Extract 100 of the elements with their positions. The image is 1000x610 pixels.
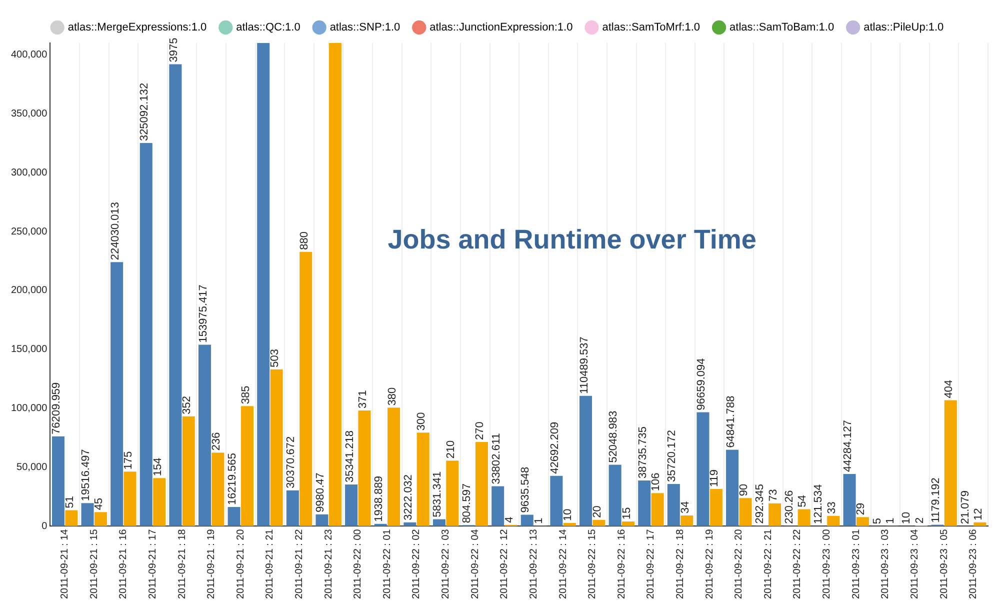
data-label: 35720.172 [666,430,678,482]
bar [432,519,446,526]
data-label: 1 [532,518,545,524]
data-label: 29 [855,502,868,516]
x-tick-label: 2011-09-21 : 20 [235,528,246,600]
x-tick-label: 2011-09-21 : 21 [264,528,276,600]
bar [579,396,592,526]
x-tick-label: 2011-09-21 : 23 [323,528,334,600]
data-label: 106 [650,472,662,492]
x-tick-label: 2011-09-21 : 18 [176,528,188,600]
bar [52,436,64,526]
data-label: 175 [122,451,135,470]
x-tick-label: 2011-09-22 : 12 [499,528,510,600]
data-label: 12 [972,508,984,520]
data-label: 33 [826,502,838,514]
x-tick-label: 2011-09-22 : 01 [382,528,393,600]
data-label: 21.079 [959,490,972,524]
bar [286,490,299,526]
legend-label: atlas::SNP:1.0 [330,22,400,34]
bar [944,400,957,526]
bar [622,521,635,526]
data-label: 30370.672 [285,436,298,488]
bar [358,410,371,526]
x-tick-label: 2011-09-23 : 00 [822,528,833,600]
data-label: 38735.735 [636,426,649,478]
data-label: 1179.192 [930,478,942,523]
data-label: 3222.032 [402,474,414,520]
data-label: 385 [240,386,252,404]
data-label: 153975.417 [197,284,210,343]
bar [257,43,270,526]
data-label: 44284.127 [842,420,854,472]
bar [300,252,312,526]
y-tick-label: 50,000 [16,462,48,473]
y-tick-label: 150,000 [10,344,48,356]
y-tick-label: 350,000 [10,108,48,120]
bar [520,514,534,526]
bar [710,489,722,526]
bar [169,64,182,526]
data-label: 1 [884,518,897,524]
data-label: 110489.537 [578,336,590,394]
data-label: 51 [64,496,76,508]
data-label: 16219.565 [226,453,239,506]
data-label: 1938.889 [373,476,386,522]
bar [798,509,810,526]
y-tick-label: 100,000 [10,403,48,414]
x-tick-label: 2011-09-21 : 19 [206,528,218,600]
data-label: 292.345 [754,484,766,524]
y-tick-label: 200,000 [10,285,48,296]
data-label: 20 [591,506,604,518]
x-tick-label: 2011-09-23 : 06 [968,528,980,600]
data-label: 4 [504,516,516,523]
bar [270,369,283,526]
bar [388,408,400,526]
data-label: 804.597 [461,483,474,524]
data-label: 42692.209 [548,422,561,474]
data-label: 352 [181,396,194,414]
x-tick-label: 2011-09-22 : 15 [587,528,598,600]
legend-label: atlas::MergeExpressions:1.0 [68,22,207,34]
data-label: 76209.959 [50,382,63,434]
data-label: 5831.341 [432,471,444,518]
bar [608,464,622,526]
data-label: 2 [914,517,926,524]
data-label: 880 [298,231,310,250]
bar [153,478,166,526]
bar [726,450,739,526]
data-label: 119 [708,469,721,488]
data-label: 121.534 [812,484,825,524]
data-label: 380 [386,387,398,406]
data-label: 52048.983 [608,410,620,463]
data-label: 19516.497 [80,449,92,502]
bar [856,517,869,526]
data-label: 5 [871,518,884,524]
bar [667,484,680,526]
data-label: 64841.788 [724,396,737,448]
x-tick-label: 2011-09-21 : 15 [88,528,100,600]
x-tick-label: 2011-09-22 : 13 [528,528,540,600]
x-tick-label: 2011-09-22 : 17 [646,528,657,600]
x-tick-label: 2011-09-22 : 19 [704,528,716,600]
bar [827,516,840,526]
x-tick-label: 2011-09-23 : 05 [938,528,950,600]
data-label: 33802.611 [490,433,502,484]
data-label: 34 [679,501,692,514]
data-label: 371 [357,390,370,408]
data-label: 96659.094 [696,358,708,410]
data-label: 224030.013 [109,202,122,260]
bar [228,507,240,526]
bar [592,520,606,526]
data-label: 230.26 [783,490,796,524]
bar [328,43,342,526]
data-label: 54 [796,495,809,508]
bar [110,262,124,526]
data-label: 325092.132 [138,82,151,142]
data-label: 9635.548 [520,466,532,513]
data-label: 9980.47 [314,472,327,512]
legend-label: atlas::SamToBam:1.0 [730,22,834,34]
x-tick-label: 2011-09-21 : 17 [147,528,158,600]
bar [124,472,136,526]
bar [198,344,212,526]
bar [550,476,563,526]
data-label: 503 [269,348,282,368]
